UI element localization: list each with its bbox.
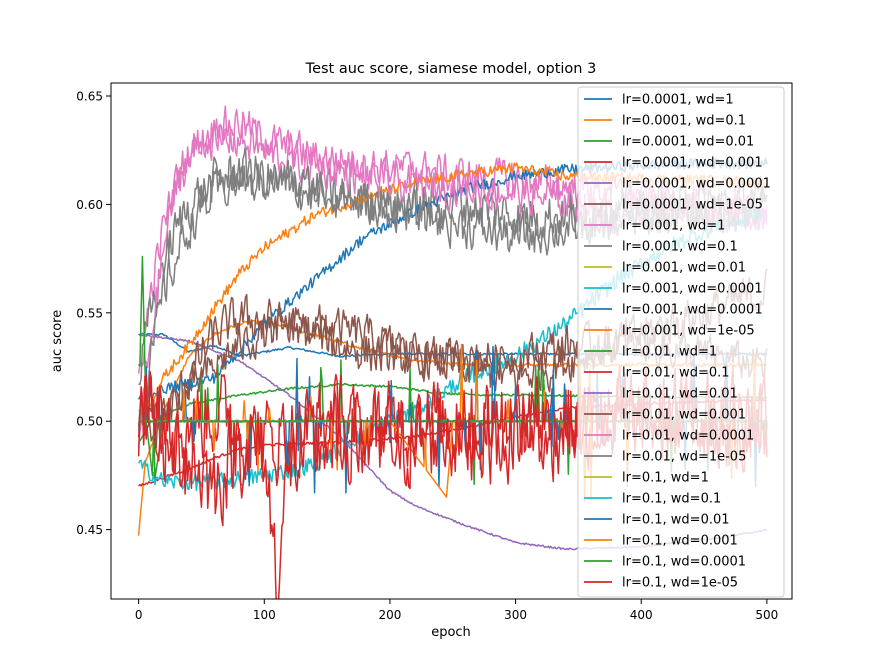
legend-entry: lr=0.0001, wd=1	[622, 93, 734, 108]
legend-entry: lr=0.01, wd=1e-05	[622, 450, 746, 465]
legend-entry: lr=0.001, wd=0.1	[622, 240, 738, 255]
legend-entry: lr=0.0001, wd=0.001	[622, 156, 763, 171]
legend-entry: lr=0.001, wd=1	[622, 219, 725, 234]
legend-entry: lr=0.0001, wd=1e-05	[622, 198, 763, 213]
y-axis-label: auc score	[50, 310, 65, 372]
legend-box	[577, 86, 785, 598]
y-tick-label: 0.65	[76, 90, 103, 104]
y-tick-label: 0.50	[76, 415, 103, 429]
legend-entry: lr=0.1, wd=1	[622, 471, 709, 486]
legend-entry: lr=0.1, wd=0.001	[622, 534, 738, 549]
x-tick-label: 0	[135, 608, 143, 622]
x-tick-label: 100	[253, 608, 276, 622]
legend-entry: lr=0.01, wd=0.01	[622, 387, 738, 402]
legend-entry: lr=0.0001, wd=0.01	[622, 135, 754, 150]
legend-entry: lr=0.001, wd=0.0001	[622, 303, 763, 318]
legend-entry: lr=0.01, wd=0.0001	[622, 429, 754, 444]
legend-entry: lr=0.1, wd=1e-05	[622, 576, 738, 591]
legend: lr=0.0001, wd=1 lr=0.0001, wd=0.1 lr=0.000…	[577, 86, 785, 598]
legend-entry: lr=0.0001, wd=0.0001	[622, 177, 771, 192]
legend-entry: lr=0.01, wd=0.001	[622, 408, 746, 423]
legend-entry: lr=0.1, wd=0.0001	[622, 555, 746, 570]
legend-entry: lr=0.01, wd=0.1	[622, 366, 730, 381]
x-tick-label: 300	[504, 608, 527, 622]
legend-entry: lr=0.001, wd=0.0001	[622, 282, 763, 297]
y-tick-label: 0.45	[76, 523, 103, 537]
x-axis-ticks: 0 100 200 300 400 500	[135, 599, 778, 622]
plot-frame	[110, 82, 793, 600]
x-axis-label: epoch	[431, 625, 471, 640]
legend-entry: lr=0.1, wd=0.01	[622, 513, 730, 528]
legend-entry: lr=0.1, wd=0.1	[622, 492, 721, 507]
legend-entry: lr=0.0001, wd=0.1	[622, 114, 746, 129]
x-tick-label: 200	[378, 608, 401, 622]
y-tick-label: 0.60	[76, 198, 103, 212]
legend-entry: lr=0.001, wd=0.01	[622, 261, 746, 276]
chart-title: Test auc score, siamese model, option 3	[305, 61, 597, 77]
legend-entry: lr=0.01, wd=1	[622, 345, 717, 360]
x-tick-label: 400	[630, 608, 653, 622]
y-tick-label: 0.55	[76, 306, 103, 320]
x-tick-label: 500	[755, 608, 778, 622]
legend-entry: lr=0.001, wd=1e-05	[622, 324, 755, 339]
y-axis-ticks: 0.45 0.50 0.55 0.60 0.65	[76, 90, 111, 537]
